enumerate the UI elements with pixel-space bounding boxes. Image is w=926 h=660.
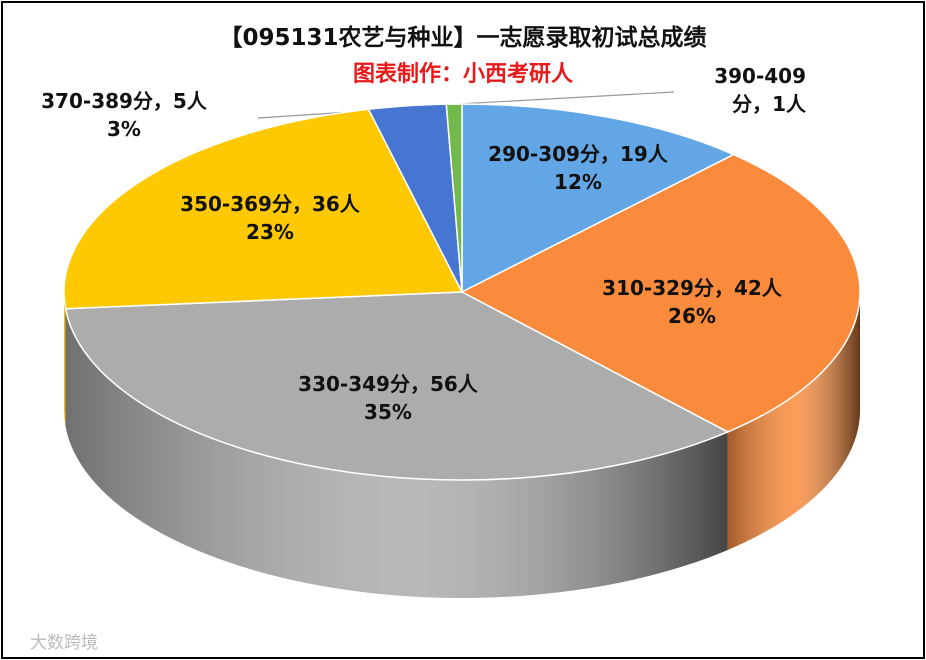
slice-label: 310-329分，42人 bbox=[602, 276, 782, 300]
slice-side-shade bbox=[65, 308, 728, 599]
slice bbox=[460, 153, 861, 433]
slice-label: 350-369分，36人 bbox=[180, 192, 360, 216]
leader-line bbox=[457, 91, 675, 105]
percent-label: 35% bbox=[364, 400, 412, 424]
slice-label: 330-349分，56人 bbox=[298, 372, 478, 396]
chart-title: 【095131农艺与种业】一志愿录取初试总成绩 bbox=[219, 25, 707, 51]
percent-label: 3% bbox=[107, 117, 141, 141]
slice bbox=[461, 103, 736, 294]
percent-label: 26% bbox=[668, 304, 716, 328]
chart-subtitle: 图表制作：小西考研人 bbox=[352, 62, 573, 87]
percent-label: 23% bbox=[246, 220, 294, 244]
slice bbox=[63, 108, 464, 310]
data-label: 370-389分，5人 3% bbox=[41, 87, 207, 143]
data-label: 290-309分，19人 12% bbox=[488, 140, 668, 196]
percent-label: 12% bbox=[554, 170, 602, 194]
data-label: 350-369分，36人 23% bbox=[180, 190, 360, 246]
slice bbox=[64, 291, 730, 481]
data-label: 310-329分，42人 26% bbox=[602, 274, 782, 330]
data-label: 330-349分，56人 35% bbox=[298, 370, 478, 426]
slice-label: 390-409分，1人 bbox=[714, 64, 806, 116]
watermark: 大数跨境 bbox=[30, 633, 98, 653]
slice bbox=[445, 103, 463, 293]
slice-side-shade bbox=[64, 292, 66, 427]
slice-side-shade bbox=[727, 292, 860, 550]
slice-label: 370-389分，5人 bbox=[41, 89, 207, 113]
data-label: 390-409分，1人 bbox=[678, 62, 806, 118]
slice-label: 290-309分，19人 bbox=[488, 142, 668, 166]
